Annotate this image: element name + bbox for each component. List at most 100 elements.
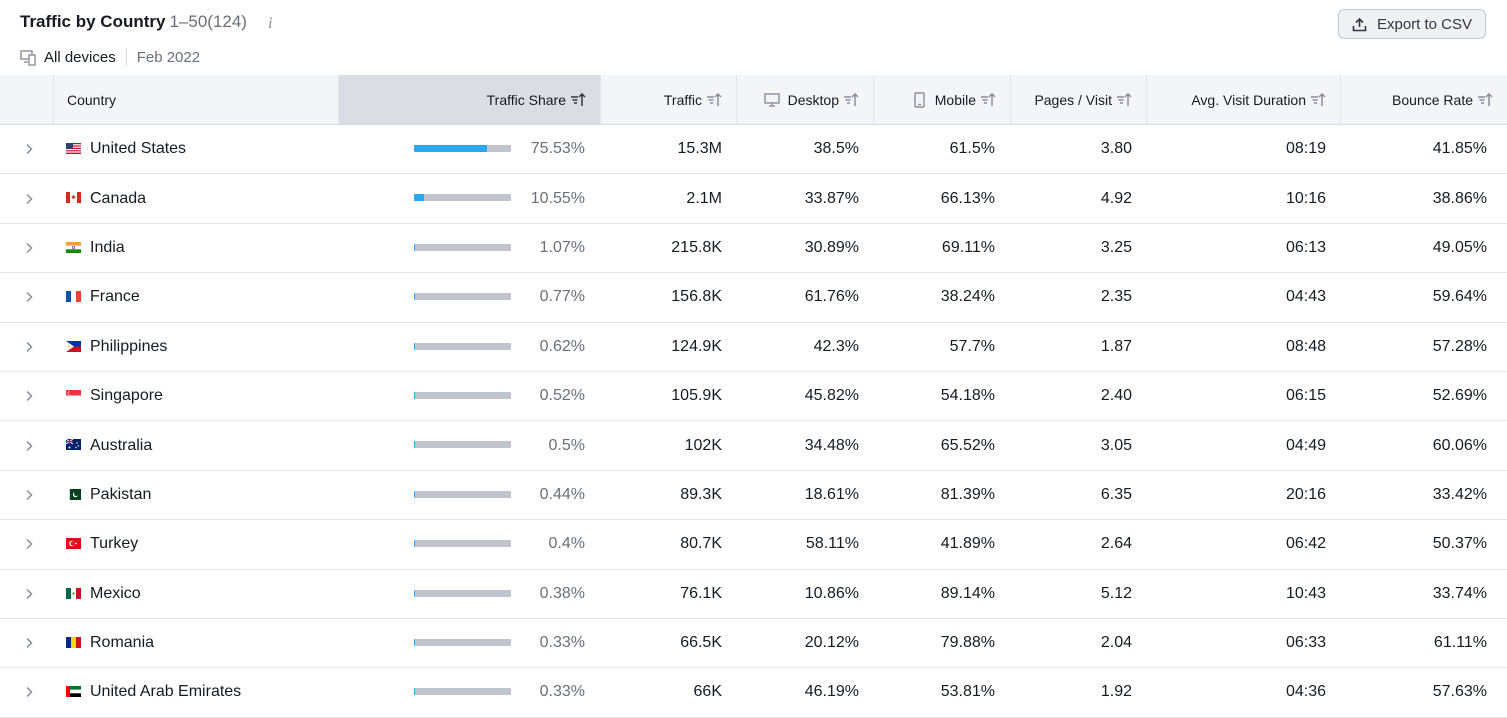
traffic-value: 89.3K [680,471,722,519]
traffic-value: 156.8K [671,273,722,321]
mobile-value: 53.81% [941,668,995,716]
country-name[interactable]: United States [90,125,186,173]
expand-chevron-icon[interactable] [22,421,36,469]
expand-chevron-icon[interactable] [22,471,36,519]
mobile-value: 81.39% [941,471,995,519]
ph-flag-icon [66,341,81,352]
column-label: Traffic Share [487,92,566,108]
column-traffic-share[interactable]: Traffic Share [338,75,600,124]
country-name[interactable]: Romania [90,619,154,667]
sort-icon[interactable] [1310,93,1326,107]
bounce-rate-value: 52.69% [1433,372,1487,420]
bounce-rate-value: 33.42% [1433,471,1487,519]
traffic-value: 105.9K [671,372,722,420]
expand-chevron-icon[interactable] [22,520,36,568]
upload-icon [1352,17,1367,32]
sort-icon[interactable] [980,93,996,107]
column-pages-visit[interactable]: Pages / Visit [1010,75,1146,124]
bounce-rate-value: 60.06% [1433,421,1487,469]
traffic-share-bar-fill [414,293,415,300]
ca-flag-icon [66,192,81,203]
sort-active-icon[interactable] [570,93,586,107]
traffic-share-bar [414,194,511,201]
avg-visit-duration-value: 04:43 [1286,273,1326,321]
sort-icon[interactable] [1477,93,1493,107]
expand-chevron-icon[interactable] [22,570,36,618]
traffic-share-value: 1.07% [540,224,585,272]
traffic-share-value: 0.38% [540,570,585,618]
country-name[interactable]: Philippines [90,323,167,371]
country-name[interactable]: Canada [90,174,146,222]
avg-visit-duration-value: 06:42 [1286,520,1326,568]
expand-chevron-icon[interactable] [22,668,36,716]
pages-per-visit-value: 2.40 [1101,372,1132,420]
country-name[interactable]: India [90,224,125,272]
column-label: Pages / Visit [1034,92,1112,108]
date-filter[interactable]: Feb 2022 [137,49,200,66]
expand-chevron-icon[interactable] [22,224,36,272]
bounce-rate-value: 41.85% [1433,125,1487,173]
expand-chevron-icon[interactable] [22,323,36,371]
expand-chevron-icon[interactable] [22,174,36,222]
column-label: Avg. Visit Duration [1191,92,1306,108]
info-icon[interactable]: i [268,16,278,32]
desktop-value: 33.87% [805,174,859,222]
traffic-share-bar-fill [414,392,415,399]
country-name[interactable]: Turkey [90,520,138,568]
traffic-value: 66K [694,668,722,716]
column-mobile[interactable]: Mobile [873,75,1010,124]
traffic-share-value: 0.5% [549,421,585,469]
in-flag-icon [66,242,81,253]
country-name[interactable]: Pakistan [90,471,151,519]
country-name[interactable]: United Arab Emirates [90,668,241,716]
expand-chevron-icon[interactable] [22,619,36,667]
sort-icon[interactable] [843,93,859,107]
column-traffic[interactable]: Traffic [600,75,736,124]
expand-chevron-icon[interactable] [22,372,36,420]
column-bounce-rate[interactable]: Bounce Rate [1340,75,1507,124]
country-name[interactable]: Singapore [90,372,163,420]
traffic-share-bar [414,392,511,399]
devices-filter[interactable]: All devices [44,49,116,66]
traffic-share-bar [414,293,511,300]
bounce-rate-value: 38.86% [1433,174,1487,222]
column-avg-visit-duration[interactable]: Avg. Visit Duration [1146,75,1340,124]
pages-per-visit-value: 3.80 [1101,125,1132,173]
desktop-value: 61.76% [805,273,859,321]
mobile-value: 69.11% [942,224,995,272]
desktop-value: 45.82% [805,372,859,420]
sort-icon[interactable] [1116,93,1132,107]
expand-chevron-icon[interactable] [22,125,36,173]
column-desktop[interactable]: Desktop [736,75,873,124]
export-csv-button[interactable]: Export to CSV [1338,9,1486,39]
country-table: Country Traffic Share Traffic Desktop Mo… [0,75,1507,718]
expand-chevron-icon[interactable] [22,273,36,321]
country-name[interactable]: Mexico [90,570,141,618]
country-name[interactable]: France [90,273,140,321]
filter-row: All devices Feb 2022 [20,46,200,68]
traffic-share-value: 75.53% [531,125,585,173]
mobile-value: 65.52% [941,421,995,469]
column-label: Country [67,92,116,108]
traffic-value: 124.9K [671,323,722,371]
mobile-value: 41.89% [941,520,995,568]
sort-icon[interactable] [706,93,722,107]
traffic-share-bar-fill [414,194,424,201]
mobile-value: 61.5% [950,125,995,173]
country-name[interactable]: Australia [90,421,152,469]
